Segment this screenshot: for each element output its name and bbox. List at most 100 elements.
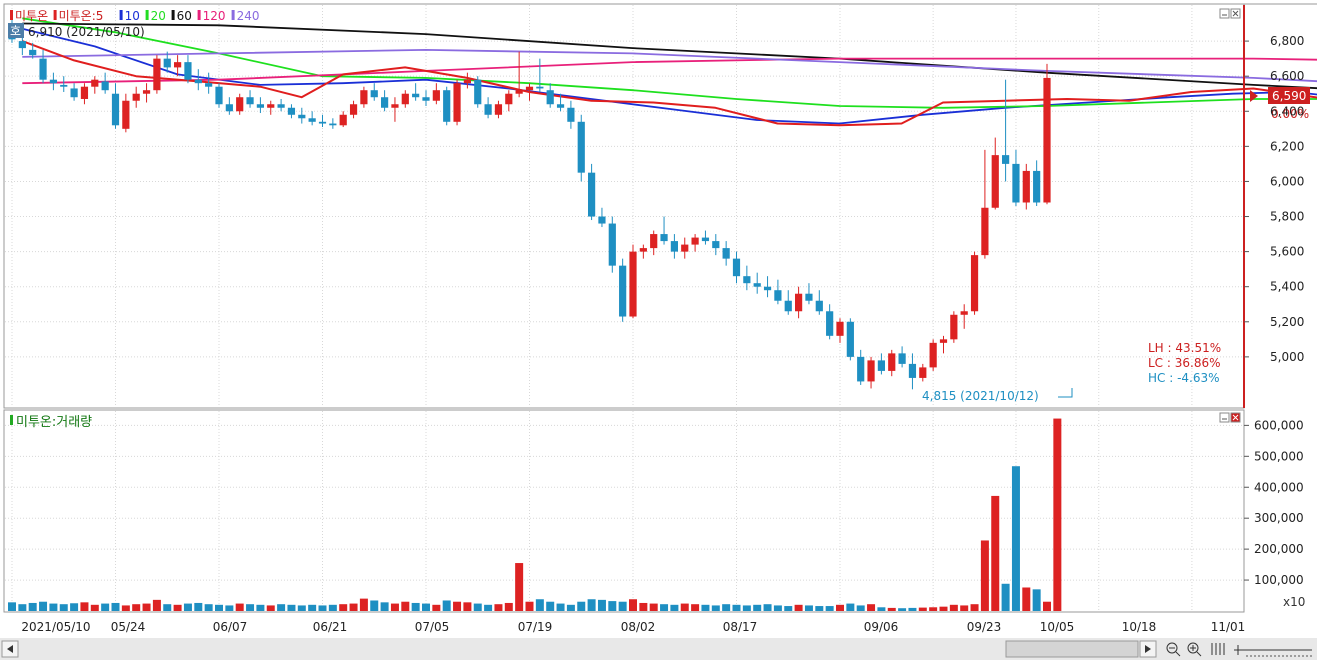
price-tick-label: 5,200 <box>1270 315 1304 329</box>
ho-badge <box>8 23 24 38</box>
scrollbar-thumb[interactable] <box>1005 640 1139 658</box>
volume-bar <box>763 604 772 611</box>
legend-label: 60 <box>177 9 192 23</box>
volume-bar <box>266 605 275 611</box>
zoom-in-icon[interactable] <box>1187 642 1202 657</box>
candle-body <box>577 121 585 173</box>
volume-bar <box>629 599 637 611</box>
volume-bar <box>225 605 234 611</box>
legend-label: 240 <box>237 9 260 23</box>
volume-bar <box>484 604 493 611</box>
volume-bar <box>566 604 575 611</box>
legend-swatch <box>53 10 57 20</box>
zoom-out-icon[interactable] <box>1166 642 1181 657</box>
volume-bar <box>815 606 824 611</box>
ma-line-미투온:5 <box>21 40 1317 127</box>
volume-bar <box>1043 601 1051 611</box>
candle-body <box>111 93 120 126</box>
volume-bar <box>742 605 751 611</box>
candle-body <box>163 58 171 68</box>
volume-bar <box>432 604 441 611</box>
volume-bar <box>18 604 27 611</box>
volume-tick-label: 600,000 <box>1254 418 1304 432</box>
low-pointer-arrow-icon <box>1058 388 1073 398</box>
candle-body <box>349 104 358 115</box>
legend-swatch <box>10 10 13 20</box>
candlesticks <box>8 20 1051 390</box>
candle-body <box>194 79 202 84</box>
date-label: 10/05 <box>1040 620 1075 634</box>
volume-bar <box>142 603 151 611</box>
candle-body <box>556 104 565 108</box>
candle-body <box>939 339 948 343</box>
ma-line-240 <box>22 49 1317 83</box>
volume-bar <box>898 608 907 611</box>
volume-bar <box>256 604 265 611</box>
price-panel-minimize-button[interactable] <box>1219 8 1230 19</box>
volume-bar <box>556 603 565 611</box>
volume-bar <box>970 604 979 611</box>
volume-bar <box>90 604 99 611</box>
candle-body <box>29 49 37 56</box>
volume-bar <box>753 604 762 611</box>
current-price-arrow-icon <box>1250 90 1258 102</box>
volume-bar <box>152 599 161 611</box>
volume-bar <box>277 604 286 611</box>
volume-bar <box>246 604 255 611</box>
volume-bar <box>183 603 192 611</box>
volume-bar <box>794 604 803 611</box>
volume-bar <box>215 604 223 611</box>
volume-bar <box>194 602 203 611</box>
volume-bar <box>587 599 596 611</box>
candle-body <box>805 293 813 301</box>
price-tick-label: 6,400 <box>1270 104 1304 118</box>
date-label: 08/17 <box>723 620 758 634</box>
candle-body <box>981 207 989 256</box>
candle-body <box>505 93 513 105</box>
volume-axis-ticks: 600,000 500,000 400,000 300,000 200,000 100,0… <box>1244 418 1304 587</box>
candle-body <box>567 107 575 122</box>
candle-body <box>1033 170 1041 203</box>
candle-body <box>339 114 347 126</box>
candle-body <box>815 300 823 312</box>
candle-body <box>360 90 368 105</box>
volume-bar <box>235 603 244 611</box>
range-slider-icon[interactable] <box>1234 645 1312 657</box>
candle-body <box>701 237 710 242</box>
candle-body <box>401 93 409 105</box>
volume-bar <box>121 605 130 611</box>
candle-body <box>39 58 47 80</box>
candle-body <box>412 93 420 98</box>
volume-bar <box>608 601 617 611</box>
candle-body <box>453 83 461 122</box>
volume-bar <box>525 601 534 611</box>
ma-legend: 미투온 미투온:5 10 20 60 120 240 <box>10 9 260 23</box>
volume-bar <box>867 604 876 611</box>
ma-line-10 <box>22 27 1317 125</box>
volume-bar <box>515 563 524 611</box>
volume-bar <box>836 604 844 611</box>
candle-body <box>215 86 223 105</box>
candle-body <box>1002 155 1010 164</box>
volume-bar <box>28 602 37 611</box>
candle-body <box>184 62 192 80</box>
candle-body <box>722 248 730 259</box>
volume-bar <box>546 601 555 611</box>
volume-bar <box>784 606 793 611</box>
ma-line-120 <box>22 57 1317 85</box>
volume-bar <box>670 604 679 611</box>
volume-panel-minimize-button[interactable] <box>1219 412 1230 423</box>
volume-bar <box>639 602 648 611</box>
candle-body <box>795 293 803 312</box>
candle-width-icon[interactable] <box>1211 643 1225 655</box>
candle-body <box>836 321 844 336</box>
candle-body <box>463 79 471 84</box>
price-tick-label: 6,000 <box>1270 174 1304 188</box>
volume-bar <box>877 607 886 611</box>
stat-hc: HC : -4.63% <box>1148 371 1220 385</box>
volume-bar <box>649 603 658 611</box>
volume-tick-label: 300,000 <box>1254 511 1304 525</box>
price-tick-label: 6,800 <box>1270 34 1304 48</box>
candle-body <box>494 104 503 115</box>
